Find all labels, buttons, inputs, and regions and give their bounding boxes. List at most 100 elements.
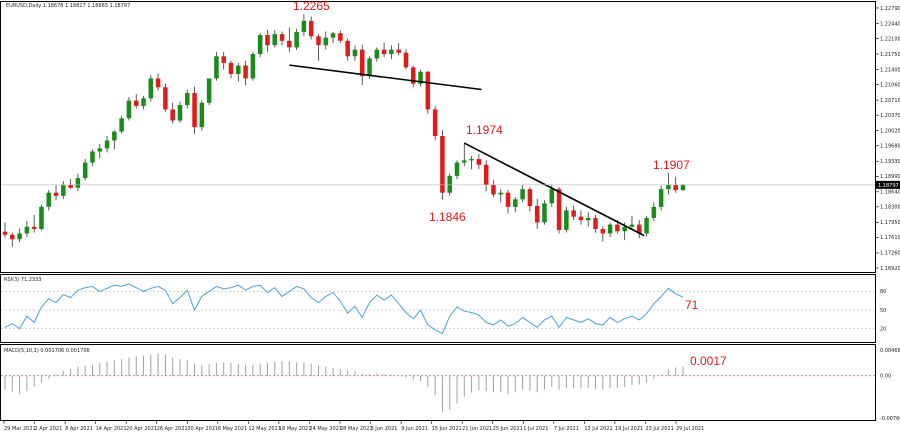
candle-up — [97, 148, 103, 152]
macd-label: MACD(5,10,1) 0.001706 0.001706 — [4, 348, 90, 354]
candle-up — [666, 184, 671, 190]
price-tick-label: 1.18990 — [880, 174, 900, 180]
candle-down — [228, 62, 234, 74]
candle-down — [53, 192, 59, 196]
current-price-tag-bg — [876, 180, 900, 189]
macd-pane: MACD(5,10,1) 0.001706 0.001706 0.0046630… — [0, 344, 900, 422]
candle-down — [578, 216, 584, 221]
rsi-pane: RSI(3) 71.2333 80 50 20 71 — [0, 274, 886, 343]
price-tick-label: 1.21060 — [880, 82, 900, 88]
candle-up — [104, 140, 110, 149]
time-tick-label: 1 Jul 2021 — [523, 426, 548, 432]
candle-up — [352, 49, 358, 57]
candle-up — [206, 78, 212, 103]
rsi-pane-frame — [0, 274, 876, 343]
time-tick-label: 6 May 2021 — [218, 426, 247, 432]
candle-down — [491, 184, 496, 195]
candle-up — [61, 184, 66, 196]
candle-up — [585, 217, 591, 221]
candle-up — [119, 118, 124, 132]
time-tick-label: 20 Apr 2021 — [126, 426, 157, 432]
candle-up — [367, 58, 372, 77]
rsi-tick-label: 50 — [880, 308, 886, 314]
candle-down — [133, 100, 139, 106]
candle-down — [170, 109, 175, 121]
price-axis: 1.22790 1.22440 1.22100 1.21750 1.21400 1.210… — [875, 6, 900, 272]
candle-down — [571, 210, 576, 217]
rsi-label: RSI(3) 71.2333 — [4, 277, 41, 283]
candle-down — [359, 49, 365, 77]
annotation-high-2: 1.1974 — [466, 123, 503, 137]
time-tick-label: 21 Jun 2021 — [462, 426, 492, 432]
time-tick-label: 26 Apr 2021 — [157, 426, 188, 432]
candle-up — [214, 56, 219, 79]
rsi-tick-label: 20 — [880, 326, 886, 332]
price-tick-label: 1.19680 — [880, 144, 900, 150]
candle-up — [82, 162, 88, 179]
candle-up — [454, 162, 460, 176]
candle-up — [148, 78, 154, 99]
candle-up — [680, 184, 686, 191]
candle-up — [177, 105, 183, 121]
candle-up — [622, 226, 627, 232]
candle-up — [250, 54, 256, 79]
time-tick-label: 14 Apr 2021 — [96, 426, 127, 432]
candle-up — [651, 206, 657, 218]
candle-up — [498, 192, 504, 195]
price-tick-label: 1.22440 — [880, 21, 900, 27]
candle-up — [90, 151, 95, 163]
candle-down — [432, 109, 438, 137]
price-tick-label: 1.20370 — [880, 113, 900, 119]
candle-down — [556, 189, 562, 230]
price-tick-label: 1.20020 — [880, 128, 900, 134]
candle-up — [469, 159, 474, 161]
annotation-macd-value: 0.0017 — [690, 354, 727, 368]
candle-up — [126, 100, 132, 119]
candle-down — [483, 164, 489, 185]
time-tick-label: 8 Apr 2021 — [65, 426, 93, 432]
time-tick-label: 19 Jul 2021 — [615, 426, 643, 432]
candle-up — [272, 34, 278, 46]
candle-up — [629, 224, 635, 227]
candle-up — [447, 175, 452, 193]
candle-up — [607, 224, 613, 234]
macd-tick-label: 0.00 — [880, 374, 891, 380]
time-tick-label: 2 Apr 2021 — [35, 426, 63, 432]
annotation-high-3: 1.1907 — [653, 158, 690, 172]
price-tick-label: 1.21750 — [880, 52, 900, 58]
time-tick-label: 18 May 2021 — [279, 426, 312, 432]
candle-up — [330, 33, 336, 38]
time-tick-label: 30 Apr 2021 — [187, 426, 218, 432]
candle-up — [236, 65, 241, 74]
time-tick-label: 9 Jun 2021 — [401, 426, 428, 432]
time-tick-label: 15 Jun 2021 — [432, 426, 462, 432]
candle-up — [564, 210, 569, 230]
trendline-lower — [463, 142, 645, 237]
candle-down — [527, 189, 533, 206]
time-tick-label: 7 Jul 2021 — [554, 426, 579, 432]
candle-up — [549, 189, 555, 204]
candle-down — [316, 36, 321, 46]
price-tick-label: 1.21400 — [880, 67, 900, 73]
candle-down — [2, 231, 8, 235]
candle-down — [396, 49, 401, 53]
price-tick-label: 1.17950 — [880, 220, 900, 226]
time-tick-label: 25 Jun 2021 — [493, 426, 523, 432]
candle-up — [542, 203, 547, 223]
macd-axis: 0.004663 0.00 -0.007661 — [1, 348, 900, 422]
candle-up — [301, 20, 307, 32]
macd-histogram — [4, 353, 684, 412]
candle-up — [257, 35, 263, 55]
candle-down — [10, 234, 15, 240]
candle-up — [389, 49, 394, 55]
macd-tick-label: 0.004663 — [880, 348, 900, 354]
candle-down — [410, 67, 416, 84]
candle-down — [534, 205, 540, 223]
candle-up — [39, 206, 44, 230]
macd-tick-label: -0.007661 — [880, 416, 900, 422]
price-tick-label: 1.17610 — [880, 235, 900, 241]
price-tick-label: 1.22790 — [880, 6, 900, 12]
candle-down — [155, 78, 161, 88]
